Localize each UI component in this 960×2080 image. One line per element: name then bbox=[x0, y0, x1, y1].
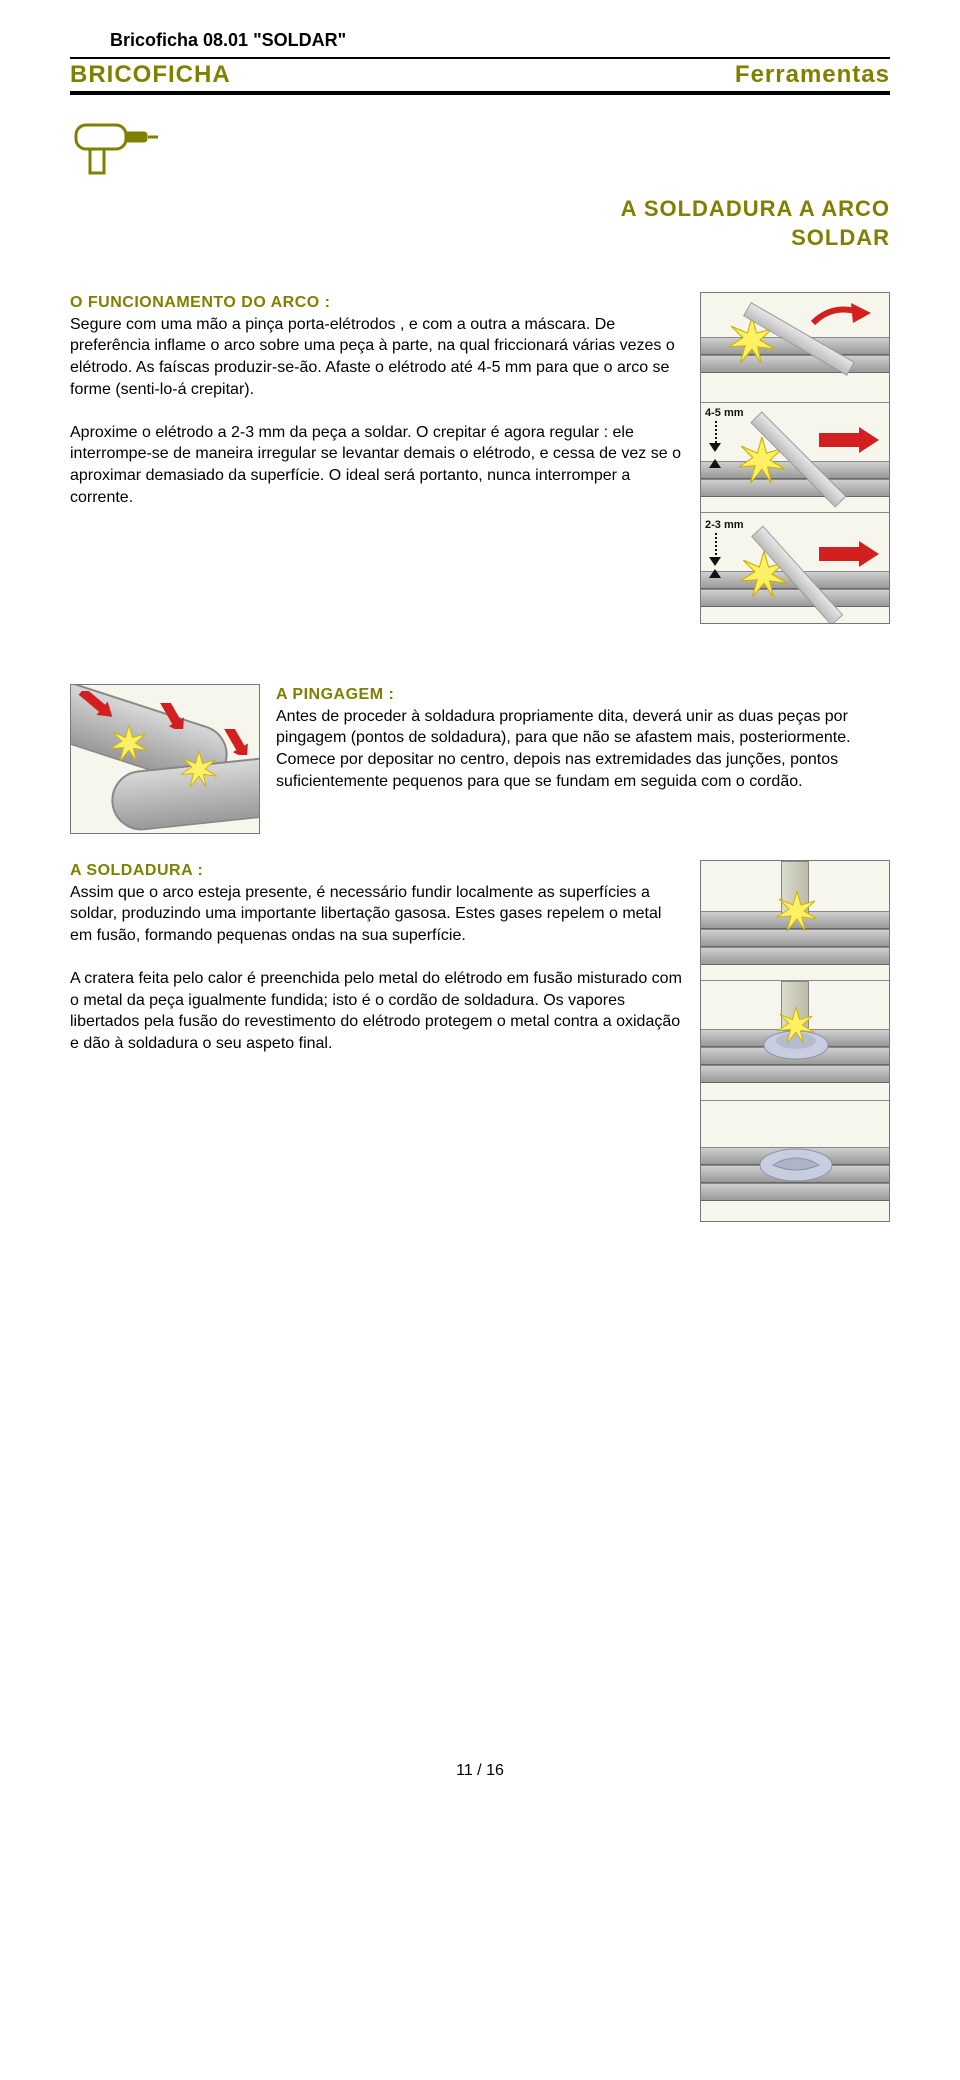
funcionamento-p2: Aproxime o elétrodo a 2-3 mm da peça a s… bbox=[70, 422, 684, 508]
doc-header: Bricoficha 08.01 "SOLDAR" bbox=[70, 30, 890, 51]
funcionamento-heading: O FUNCIONAMENTO DO ARCO : bbox=[70, 294, 331, 311]
page-number: 11 / 16 bbox=[70, 1762, 890, 1780]
funcionamento-illus: 4-5 mm 2-3 mm bbox=[700, 292, 890, 624]
title-block: A SOLDADURA A ARCO SOLDAR bbox=[70, 195, 890, 252]
pingagem-section: A PINGAGEM : Antes de proceder à soldadu… bbox=[70, 684, 890, 834]
funcionamento-section: O FUNCIONAMENTO DO ARCO : Segure com uma… bbox=[70, 292, 890, 624]
title-line-2: SOLDAR bbox=[70, 224, 890, 253]
soldadura-body1: Assim que o arco esteja presente, é nece… bbox=[70, 884, 661, 944]
pingagem-illus bbox=[70, 684, 260, 834]
soldadura-illus bbox=[700, 860, 890, 1222]
rule-thin bbox=[70, 57, 890, 59]
title-line-1: A SOLDADURA A ARCO bbox=[70, 195, 890, 224]
rule-thick bbox=[70, 91, 890, 95]
brand-row: BRICOFICHA Ferramentas bbox=[70, 61, 890, 91]
soldadura-heading: A SOLDADURA : bbox=[70, 862, 203, 879]
brand-left: BRICOFICHA bbox=[70, 61, 231, 89]
pingagem-body: Antes de proceder à soldadura propriamen… bbox=[276, 708, 851, 790]
funcionamento-p1: O FUNCIONAMENTO DO ARCO : Segure com uma… bbox=[70, 292, 684, 400]
pingagem-text: A PINGAGEM : Antes de proceder à soldadu… bbox=[276, 684, 890, 792]
funcionamento-body1: Segure com uma mão a pinça porta-elétrod… bbox=[70, 316, 675, 398]
soldadura-p1: A SOLDADURA : Assim que o arco esteja pr… bbox=[70, 860, 684, 946]
dim-23: 2-3 mm bbox=[705, 519, 744, 531]
soldadura-section: A SOLDADURA : Assim que o arco esteja pr… bbox=[70, 860, 890, 1222]
brand-right: Ferramentas bbox=[735, 61, 890, 89]
drill-icon bbox=[70, 115, 160, 185]
soldadura-p2: A cratera feita pelo calor é preenchida … bbox=[70, 968, 684, 1054]
pingagem-heading: A PINGAGEM : bbox=[276, 686, 394, 703]
dim-45: 4-5 mm bbox=[705, 407, 744, 419]
